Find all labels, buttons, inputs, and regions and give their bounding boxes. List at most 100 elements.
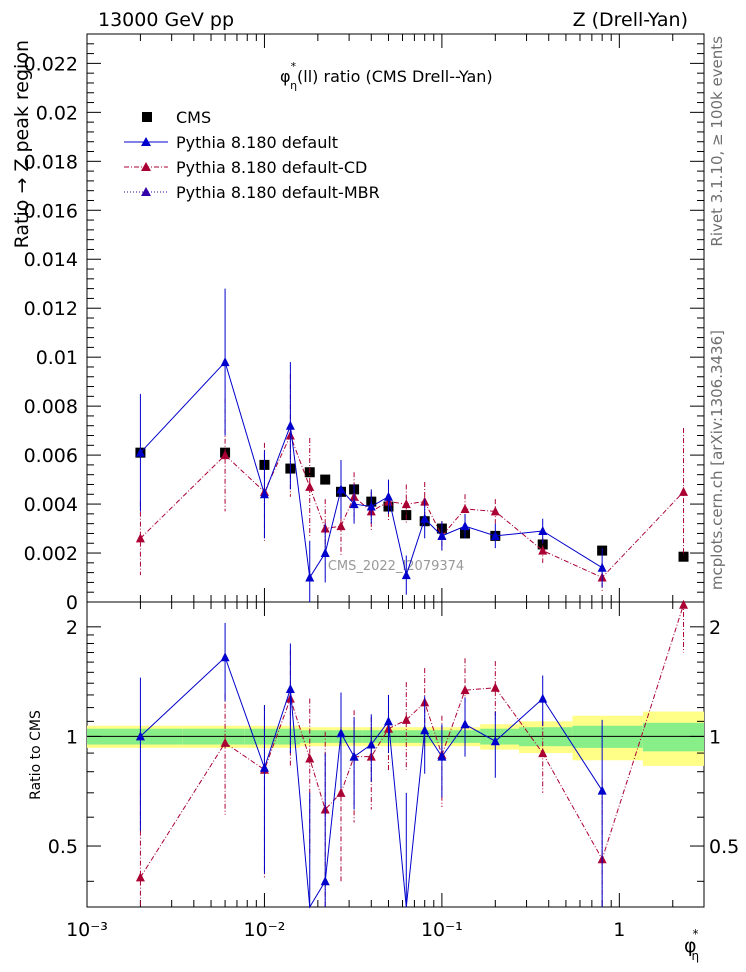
x-axis-label: φ* η [684,927,699,963]
legend-label-cd: Pythia 8.180 default-CD [176,158,367,177]
pythia-8-180-default-ratio-point [366,739,376,749]
pythia-8-180-default-ratio-point [420,725,430,735]
pythia-8-180-default-cd-point [679,486,689,496]
pythia-8-180-default-cd-line [140,434,684,579]
pythia-8-180-default-cd-point [538,545,548,555]
legend-marker-mbr [141,187,151,196]
main-y-tick-label: 0.022 [24,53,78,75]
pythia-8-180-default-point [383,491,393,501]
pythia-8-180-default-cd-ratio-line [139,604,685,878]
main-y-ticks: 0 0.002 0.004 0.006 0.008 0.01 0.012 0.014 0.016… [24,43,704,614]
pythia-8-180-default-ratio-point [538,693,548,703]
ratio-y-tick-label: 0.5 [48,836,78,858]
pythia-8-180-default-point [336,484,346,494]
pythia-8-180-default-cd-ratio-point [538,748,548,758]
pythia-8-180-default-cd-point [135,533,145,543]
pythia-8-180-default-point [366,501,376,511]
main-plot-title: φ* η(ll) ratio (CMS Drell--Yan) [280,60,493,92]
header-right: Z (Drell-Yan) [573,9,688,31]
pythia-8-180-default-cd-ratio-point [679,599,689,609]
pythia-8-180-default-ratio-point [597,785,607,795]
ratio-y-tick-label-right: 0.5 [709,836,739,858]
legend-marker-cd [141,162,151,171]
pythia-8-180-default-ratio-point [220,652,230,662]
main-y-tick-label: 0.01 [36,347,78,369]
pythia-8-180-default-point [538,526,548,535]
main-y-tick-label: 0.006 [24,445,78,467]
pythia-8-180-default-ratio-point [437,751,447,761]
pythia-8-180-default-point [135,447,145,457]
pythia-8-180-default-ratio-point [259,762,269,772]
pythia-8-180-default-point [259,489,269,499]
pythia-8-180-default-cd-point [401,499,411,509]
main-y-tick-label: 0.02 [36,102,78,124]
x-ticks: 10⁻³ 10⁻² 10⁻¹ 1 [66,34,705,941]
main-y-axis-label: Ratio → Z peak region [11,40,33,248]
band-inner [642,722,704,752]
pythia-8-180-default-point [320,548,330,558]
main-series [135,288,689,602]
ratio-y-tick-label: 1 [66,726,78,748]
watermark: CMS_2022_I2079374 [328,559,464,574]
main-y-tick-label: 0.016 [24,200,78,222]
x-tick-label: 10⁻³ [66,919,108,941]
ratio-y-ticks: 0.5 0.5 1 1 2 2 [48,617,739,882]
pythia-8-180-default-ratio-point [383,716,393,726]
pythia-8-180-default-point [490,530,500,540]
cms-point [678,551,689,562]
rivet-label: Rivet 3.1.10, ≥ 100k events [708,36,726,247]
pythia-8-180-default-ratio-line [140,656,603,909]
pythia-8-180-default-cd-point [460,503,470,513]
main-y-tick-label: 0 [66,592,78,614]
legend-label-mbr: Pythia 8.180 default-MBR [176,183,380,202]
pythia-8-180-default-ratio-point [460,719,470,729]
x-tick-label: 10⁻² [244,919,286,941]
legend-label-cms: CMS [176,108,211,127]
ratio-series [135,599,689,909]
main-y-tick-label: 0.008 [24,396,78,418]
pythia-8-180-default-cd-point [490,506,500,516]
main-y-tick-label: 0.018 [24,151,78,173]
pythia-8-180-default-ratio-point [285,683,295,693]
pythia-8-180-default-point [285,420,295,430]
pythia-8-180-default-cd-ratio-point [460,685,470,695]
pythia-8-180-default-point [460,521,470,531]
cms-point [320,474,331,485]
legend-marker-default [141,137,151,146]
legend-label-default: Pythia 8.180 default [176,133,338,152]
main-y-tick-label: 0.004 [24,494,78,516]
pythia-8-180-default-ratio-point [349,751,359,761]
pythia-8-180-default-cd-ratio-point [336,787,346,797]
pythia-8-180-default-point [305,572,315,582]
pythia-8-180-default-cd-ratio-point [490,682,500,692]
pythia-8-180-default-ratio-point [135,731,145,741]
main-y-tick-label: 0.014 [24,249,78,271]
pythia-8-180-default-cd-ratio-point [135,872,145,882]
legend-marker-cms [142,112,152,122]
ratio-y-tick-label-right: 1 [709,726,721,748]
cms-point [537,539,548,550]
pythia-8-180-default-cd-point [305,481,315,491]
pythia-8-180-default-point [401,570,411,580]
main-y-tick-label: 0.012 [24,298,78,320]
mcplots-label: mcplots.cern.ch [arXiv:1306.3436] [708,330,726,590]
pythia-8-180-default-ratio-point [336,728,346,738]
pythia-8-180-default-cd-point [336,521,346,531]
x-tick-label: 1 [613,919,625,941]
ratio-y-tick-label: 2 [66,617,78,639]
x-tick-label: 10⁻¹ [421,919,463,941]
ratio-y-axis-label: Ratio to CMS [28,710,44,800]
pythia-8-180-default-ratio-point [490,736,500,746]
pythia-8-180-default-cd-ratio-point [220,737,230,747]
pythia-8-180-default-cd-ratio-point [401,714,411,724]
pythia-8-180-default-cd-point [220,450,230,460]
pythia-8-180-default-point [597,562,607,572]
pythia-8-180-default-point [420,513,430,523]
ratio-y-tick-label-right: 2 [709,617,721,639]
header-left: 13000 GeV pp [98,9,234,31]
main-y-tick-label: 0.002 [24,543,78,565]
pythia-8-180-default-ratio-point [320,876,330,886]
ratio-bands [87,711,704,766]
pythia-8-180-default-cd-ratio-point [305,753,315,763]
